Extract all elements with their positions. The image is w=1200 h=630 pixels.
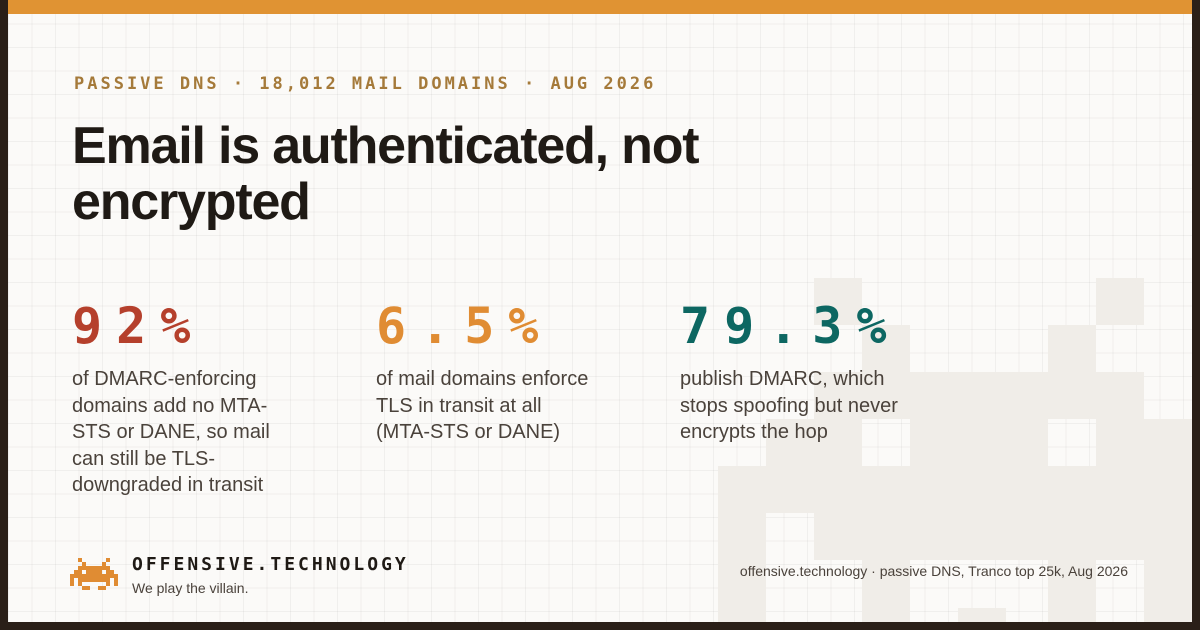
stat-description: of mail domains enforce TLS in transit a… [376,368,589,443]
stat-value: 79.3% [680,297,901,355]
brand-tagline: We play the villain. [132,580,249,596]
page-title: Email is authenticated, not encrypted [72,117,700,231]
top-accent-bar [8,0,1192,14]
stat-value: 6.5% [376,297,553,355]
stat-description: publish DMARC, which stops spoofing but … [680,368,898,443]
space-invader-icon [70,558,118,590]
brand-name: OFFENSIVE.TECHNOLOGY [132,554,409,575]
stat-description: of DMARC-enforcing domains add no MTA-ST… [72,368,270,496]
space-invader-watermark-icon [718,278,1192,622]
stat-tls-enforced: 6.5% of mail domains enforce TLS in tran… [376,300,636,446]
social-card: PASSIVE DNS · 18,012 MAIL DOMAINS · AUG … [8,0,1192,622]
source-attribution: offensive.technology · passive DNS, Tran… [739,563,1128,579]
stat-dmarc-published: 79.3% publish DMARC, which stops spoofin… [680,300,940,446]
stat-value: 92% [72,297,205,355]
stat-dmarc-no-mta-sts: 92% of DMARC-enforcing domains add no MT… [72,300,332,499]
kicker-label: PASSIVE DNS · 18,012 MAIL DOMAINS · AUG … [74,74,657,94]
